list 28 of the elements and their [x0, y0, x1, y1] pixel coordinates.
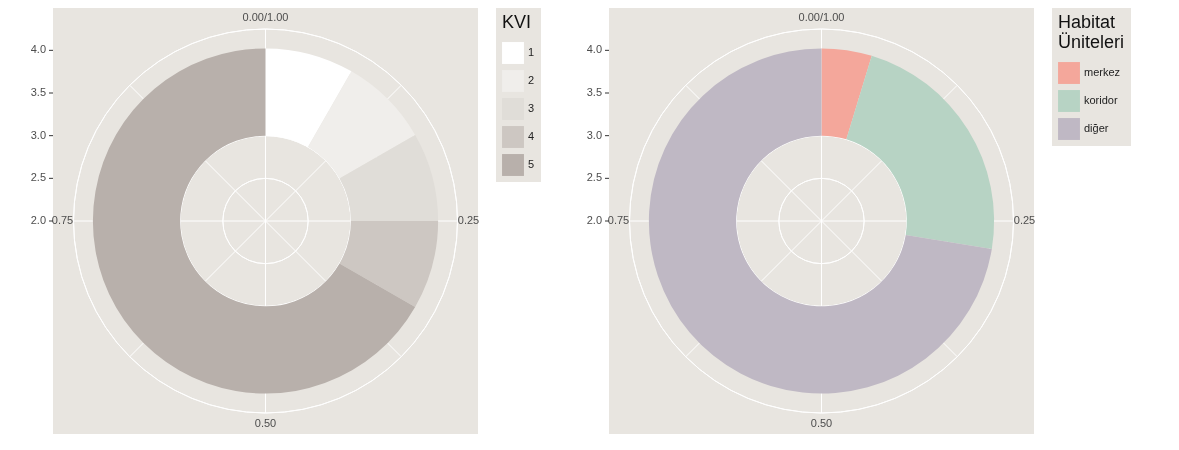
text: 2.5	[586, 171, 602, 184]
text: 0.25	[1013, 214, 1036, 226]
text: 4.0	[586, 43, 602, 56]
text: 0.25	[457, 214, 480, 226]
text: 0.50	[810, 417, 833, 429]
legend-label: 1	[528, 46, 535, 58]
text: 3.0	[30, 128, 46, 141]
legend-label: diğer	[1084, 122, 1109, 134]
legend-title: KVI	[502, 12, 532, 32]
legend-label: 3	[528, 102, 535, 114]
legend-label: 4	[528, 130, 535, 142]
legend-label: merkez	[1084, 66, 1121, 78]
text: 3.5	[30, 86, 46, 98]
text: 2.0	[30, 214, 46, 226]
text: 0.50	[254, 417, 277, 429]
text: 2.0	[586, 214, 602, 226]
text: 3.0	[586, 128, 602, 141]
text: 0.75	[607, 214, 630, 226]
legend-title: Habitat Üniteleri	[1058, 12, 1125, 52]
legend-label: 5	[528, 158, 535, 170]
text: 4.0	[30, 43, 46, 56]
text: 2.5	[30, 171, 46, 184]
text: 0.75	[51, 214, 74, 226]
legend-label: 2	[528, 74, 535, 86]
text: 3.5	[586, 86, 602, 98]
text: 0.00/1.00	[798, 11, 845, 23]
legend-label: koridor	[1084, 94, 1118, 106]
text: 0.00/1.00	[242, 11, 289, 23]
